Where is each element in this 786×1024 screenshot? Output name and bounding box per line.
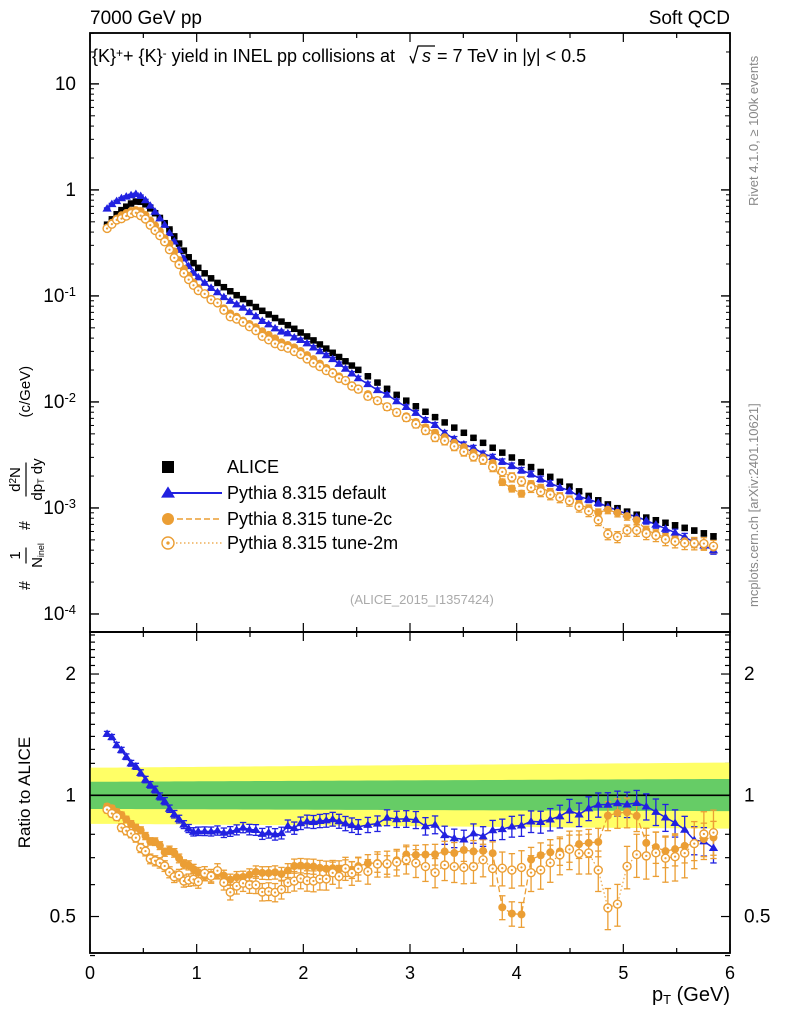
- svg-text:mcplots.cern.ch [arXiv:2401.10: mcplots.cern.ch [arXiv:2401.10621]: [746, 403, 761, 607]
- svg-text:#: #: [17, 521, 34, 530]
- svg-text:{K}++ {K}- yield in INEL pp co: {K}++ {K}- yield in INEL pp collisions a…: [92, 46, 395, 66]
- svg-text:Rivet 4.1.0, ≥ 100k events: Rivet 4.1.0, ≥ 100k events: [746, 55, 761, 206]
- svg-text:5: 5: [618, 963, 628, 983]
- svg-text:(c/GeV): (c/GeV): [17, 366, 34, 418]
- svg-text:2: 2: [298, 963, 308, 983]
- svg-text:Pythia 8.315 tune-2c: Pythia 8.315 tune-2c: [227, 509, 392, 529]
- svg-text:Pythia 8.315 tune-2m: Pythia 8.315 tune-2m: [227, 533, 398, 553]
- svg-text:1: 1: [65, 785, 76, 806]
- svg-text:1: 1: [744, 785, 755, 806]
- svg-text:10-3: 10-3: [43, 495, 76, 519]
- svg-text:10-4: 10-4: [43, 601, 76, 625]
- svg-text:d2N: d2N: [7, 467, 24, 492]
- svg-text:Ratio to ALICE: Ratio to ALICE: [15, 737, 34, 849]
- svg-text:10: 10: [55, 74, 76, 95]
- svg-text:= 7 TeV in |y| < 0.5: = 7 TeV in |y| < 0.5: [437, 46, 586, 66]
- svg-text:1: 1: [7, 551, 24, 559]
- svg-text:7000 GeV pp: 7000 GeV pp: [90, 8, 202, 29]
- svg-text:0.5: 0.5: [50, 907, 76, 928]
- svg-text:1: 1: [65, 180, 76, 201]
- svg-text:10-1: 10-1: [43, 283, 76, 307]
- svg-text:ALICE: ALICE: [227, 457, 279, 477]
- svg-text:dpT dy: dpT dy: [29, 458, 46, 501]
- svg-text:2: 2: [65, 664, 76, 685]
- svg-text:4: 4: [512, 963, 522, 983]
- svg-text:#: #: [17, 581, 34, 590]
- svg-text:Soft QCD: Soft QCD: [649, 8, 730, 29]
- svg-text:0.5: 0.5: [744, 907, 770, 928]
- svg-text:3: 3: [405, 963, 415, 983]
- svg-text:pT (GeV): pT (GeV): [652, 984, 730, 1007]
- svg-text:0: 0: [85, 963, 95, 983]
- svg-text:s: s: [422, 46, 431, 66]
- svg-text:10-2: 10-2: [43, 389, 76, 413]
- svg-text:2: 2: [744, 664, 755, 685]
- svg-text:Ninel: Ninel: [29, 543, 46, 568]
- svg-text:Pythia 8.315 default: Pythia 8.315 default: [227, 483, 386, 503]
- svg-text:6: 6: [725, 963, 735, 983]
- svg-text:1: 1: [192, 963, 202, 983]
- svg-text:(ALICE_2015_I1357424): (ALICE_2015_I1357424): [350, 592, 494, 607]
